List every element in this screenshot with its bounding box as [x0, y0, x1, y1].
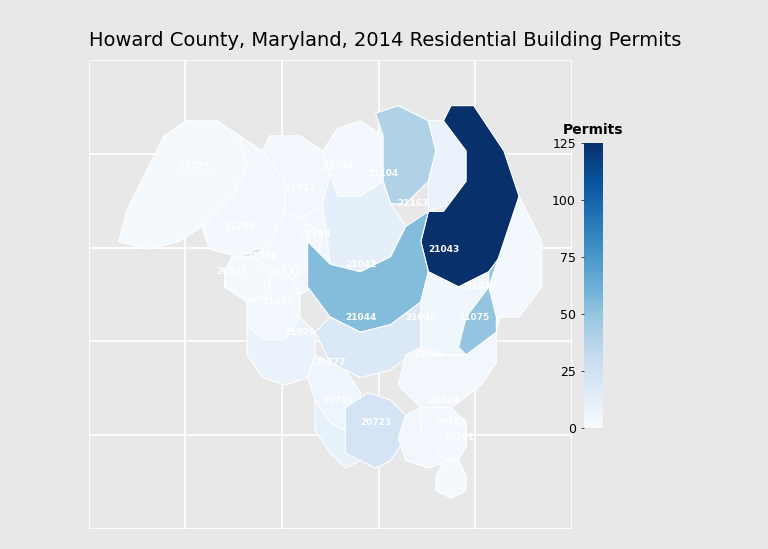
- Text: 21045: 21045: [406, 312, 436, 322]
- Text: 21784: 21784: [322, 161, 353, 171]
- Text: 21046: 21046: [412, 350, 444, 360]
- Text: 21797: 21797: [223, 222, 256, 231]
- Text: 21737: 21737: [270, 267, 301, 276]
- Text: 21075: 21075: [458, 312, 489, 322]
- Text: 21771: 21771: [179, 161, 210, 171]
- Text: 20763: 20763: [435, 418, 467, 427]
- Text: 20759: 20759: [322, 396, 353, 405]
- Text: 21044: 21044: [345, 312, 376, 322]
- Text: 20777: 20777: [314, 358, 346, 367]
- Title: Permits: Permits: [563, 124, 624, 137]
- Text: 21723: 21723: [284, 184, 316, 193]
- Text: 20794: 20794: [428, 396, 459, 405]
- Text: 21163: 21163: [398, 199, 429, 208]
- Text: 21794: 21794: [300, 229, 331, 238]
- Text: 20723: 20723: [360, 418, 391, 427]
- Text: 21043: 21043: [428, 245, 459, 254]
- Text: 21029: 21029: [284, 328, 316, 337]
- Text: 21076: 21076: [465, 282, 497, 292]
- Text: 21738: 21738: [247, 252, 278, 261]
- Text: 20701: 20701: [443, 433, 474, 442]
- Text: 21104: 21104: [367, 169, 399, 178]
- Text: 20833: 20833: [217, 267, 247, 276]
- Text: 21042: 21042: [345, 260, 376, 268]
- Text: Howard County, Maryland, 2014 Residential Building Permits: Howard County, Maryland, 2014 Residentia…: [88, 31, 681, 51]
- Text: 21036: 21036: [262, 298, 293, 306]
